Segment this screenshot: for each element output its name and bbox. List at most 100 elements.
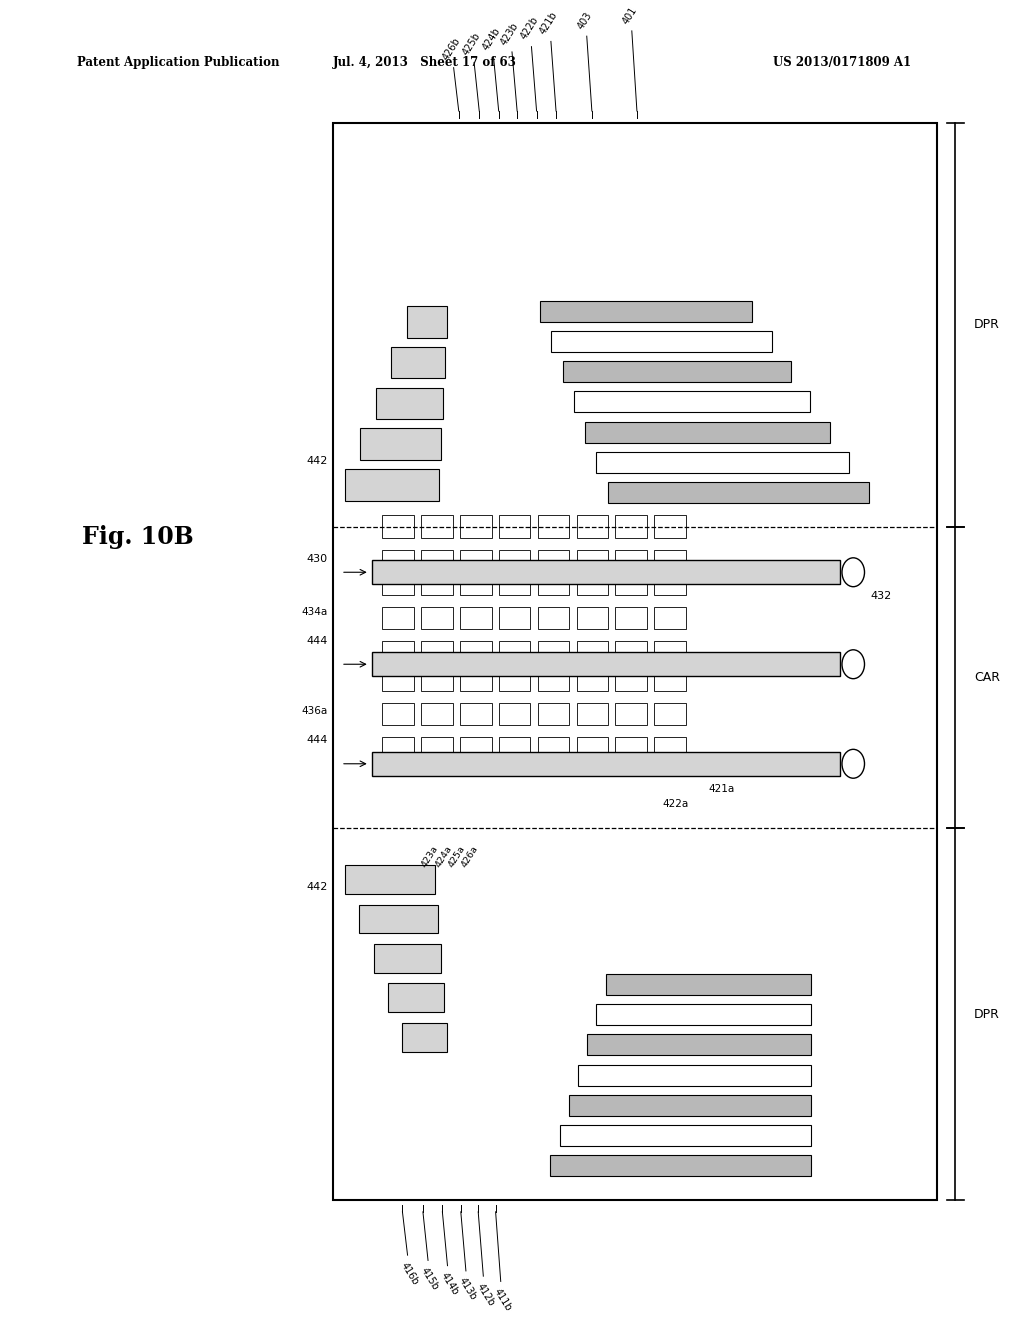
FancyBboxPatch shape <box>372 561 840 583</box>
FancyBboxPatch shape <box>421 515 453 537</box>
Text: 424b: 424b <box>480 25 503 51</box>
FancyBboxPatch shape <box>376 388 443 418</box>
FancyBboxPatch shape <box>538 573 569 595</box>
FancyBboxPatch shape <box>374 944 441 973</box>
FancyBboxPatch shape <box>538 642 569 664</box>
Text: 422b: 422b <box>518 15 541 41</box>
FancyBboxPatch shape <box>538 702 569 725</box>
Text: 425a: 425a <box>446 843 467 869</box>
FancyBboxPatch shape <box>333 123 937 1200</box>
FancyBboxPatch shape <box>460 549 492 572</box>
FancyBboxPatch shape <box>559 1125 811 1146</box>
FancyBboxPatch shape <box>654 515 686 537</box>
FancyBboxPatch shape <box>654 642 686 664</box>
Text: 413b: 413b <box>457 1276 479 1303</box>
FancyBboxPatch shape <box>421 737 453 759</box>
FancyBboxPatch shape <box>499 702 530 725</box>
FancyBboxPatch shape <box>382 515 414 537</box>
FancyBboxPatch shape <box>382 702 414 725</box>
Text: 425b: 425b <box>461 30 483 57</box>
Text: 421a: 421a <box>709 784 735 795</box>
Text: 423a: 423a <box>420 843 440 870</box>
FancyBboxPatch shape <box>587 1035 811 1056</box>
FancyBboxPatch shape <box>577 702 608 725</box>
Text: CAR: CAR <box>974 671 999 684</box>
FancyBboxPatch shape <box>573 392 810 412</box>
FancyBboxPatch shape <box>460 607 492 630</box>
Text: US 2013/0171809 A1: US 2013/0171809 A1 <box>773 55 911 69</box>
FancyBboxPatch shape <box>499 669 530 690</box>
FancyBboxPatch shape <box>538 669 569 690</box>
FancyBboxPatch shape <box>654 573 686 595</box>
FancyBboxPatch shape <box>460 642 492 664</box>
FancyBboxPatch shape <box>654 737 686 759</box>
FancyBboxPatch shape <box>596 1005 811 1026</box>
FancyBboxPatch shape <box>654 669 686 690</box>
Text: 434a: 434a <box>301 607 328 616</box>
Text: 416b: 416b <box>398 1261 421 1287</box>
FancyBboxPatch shape <box>577 573 608 595</box>
FancyBboxPatch shape <box>596 451 849 473</box>
FancyBboxPatch shape <box>460 573 492 595</box>
FancyBboxPatch shape <box>391 347 445 379</box>
Text: 436a: 436a <box>301 706 328 717</box>
FancyBboxPatch shape <box>382 737 414 759</box>
FancyBboxPatch shape <box>421 607 453 630</box>
FancyBboxPatch shape <box>615 669 647 690</box>
Text: 423b: 423b <box>499 20 521 46</box>
FancyBboxPatch shape <box>577 737 608 759</box>
FancyBboxPatch shape <box>577 607 608 630</box>
FancyBboxPatch shape <box>382 549 414 572</box>
FancyBboxPatch shape <box>499 737 530 759</box>
FancyBboxPatch shape <box>551 331 771 352</box>
FancyBboxPatch shape <box>382 669 414 690</box>
FancyBboxPatch shape <box>499 549 530 572</box>
FancyBboxPatch shape <box>577 669 608 690</box>
FancyBboxPatch shape <box>578 1065 811 1086</box>
FancyBboxPatch shape <box>360 428 441 459</box>
FancyBboxPatch shape <box>540 301 752 322</box>
Text: 415b: 415b <box>419 1266 441 1292</box>
Text: Patent Application Publication: Patent Application Publication <box>77 55 280 69</box>
Text: 422a: 422a <box>662 799 688 809</box>
FancyBboxPatch shape <box>421 669 453 690</box>
FancyBboxPatch shape <box>654 702 686 725</box>
Text: 432: 432 <box>870 591 892 601</box>
Text: 414b: 414b <box>438 1271 461 1298</box>
FancyBboxPatch shape <box>345 865 435 894</box>
Circle shape <box>842 649 864 678</box>
FancyBboxPatch shape <box>607 482 868 503</box>
FancyBboxPatch shape <box>359 904 438 933</box>
FancyBboxPatch shape <box>460 702 492 725</box>
FancyBboxPatch shape <box>615 737 647 759</box>
Text: DPR: DPR <box>974 1007 999 1020</box>
FancyBboxPatch shape <box>577 515 608 537</box>
FancyBboxPatch shape <box>382 642 414 664</box>
Text: 412b: 412b <box>474 1282 497 1308</box>
FancyBboxPatch shape <box>605 974 811 995</box>
FancyBboxPatch shape <box>615 607 647 630</box>
FancyBboxPatch shape <box>615 702 647 725</box>
Circle shape <box>842 750 864 779</box>
FancyBboxPatch shape <box>421 549 453 572</box>
FancyBboxPatch shape <box>538 737 569 759</box>
FancyBboxPatch shape <box>460 515 492 537</box>
FancyBboxPatch shape <box>388 983 444 1012</box>
Text: 411b: 411b <box>492 1287 514 1313</box>
FancyBboxPatch shape <box>585 421 829 442</box>
FancyBboxPatch shape <box>562 362 791 383</box>
FancyBboxPatch shape <box>499 515 530 537</box>
FancyBboxPatch shape <box>421 573 453 595</box>
FancyBboxPatch shape <box>568 1094 811 1115</box>
Text: 442: 442 <box>306 883 328 892</box>
Text: 421b: 421b <box>538 9 560 36</box>
FancyBboxPatch shape <box>460 669 492 690</box>
Text: Fig. 10B: Fig. 10B <box>82 524 195 549</box>
Text: 401: 401 <box>621 5 639 25</box>
FancyBboxPatch shape <box>407 306 447 338</box>
Text: 442: 442 <box>306 457 328 466</box>
FancyBboxPatch shape <box>538 549 569 572</box>
Text: 426b: 426b <box>440 36 463 62</box>
Text: 444: 444 <box>306 636 328 645</box>
FancyBboxPatch shape <box>577 642 608 664</box>
